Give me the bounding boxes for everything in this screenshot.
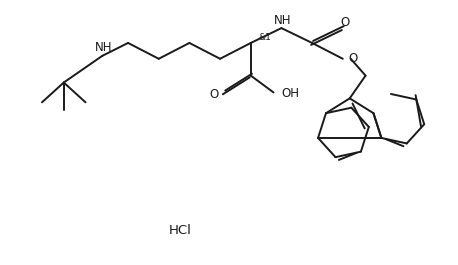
Text: &1: &1: [259, 33, 272, 42]
Text: NH: NH: [95, 41, 112, 54]
Text: O: O: [340, 16, 349, 29]
Text: HCl: HCl: [169, 224, 192, 237]
Text: O: O: [210, 88, 219, 101]
Text: O: O: [349, 52, 358, 65]
Text: NH: NH: [274, 14, 291, 27]
Text: OH: OH: [282, 87, 300, 100]
